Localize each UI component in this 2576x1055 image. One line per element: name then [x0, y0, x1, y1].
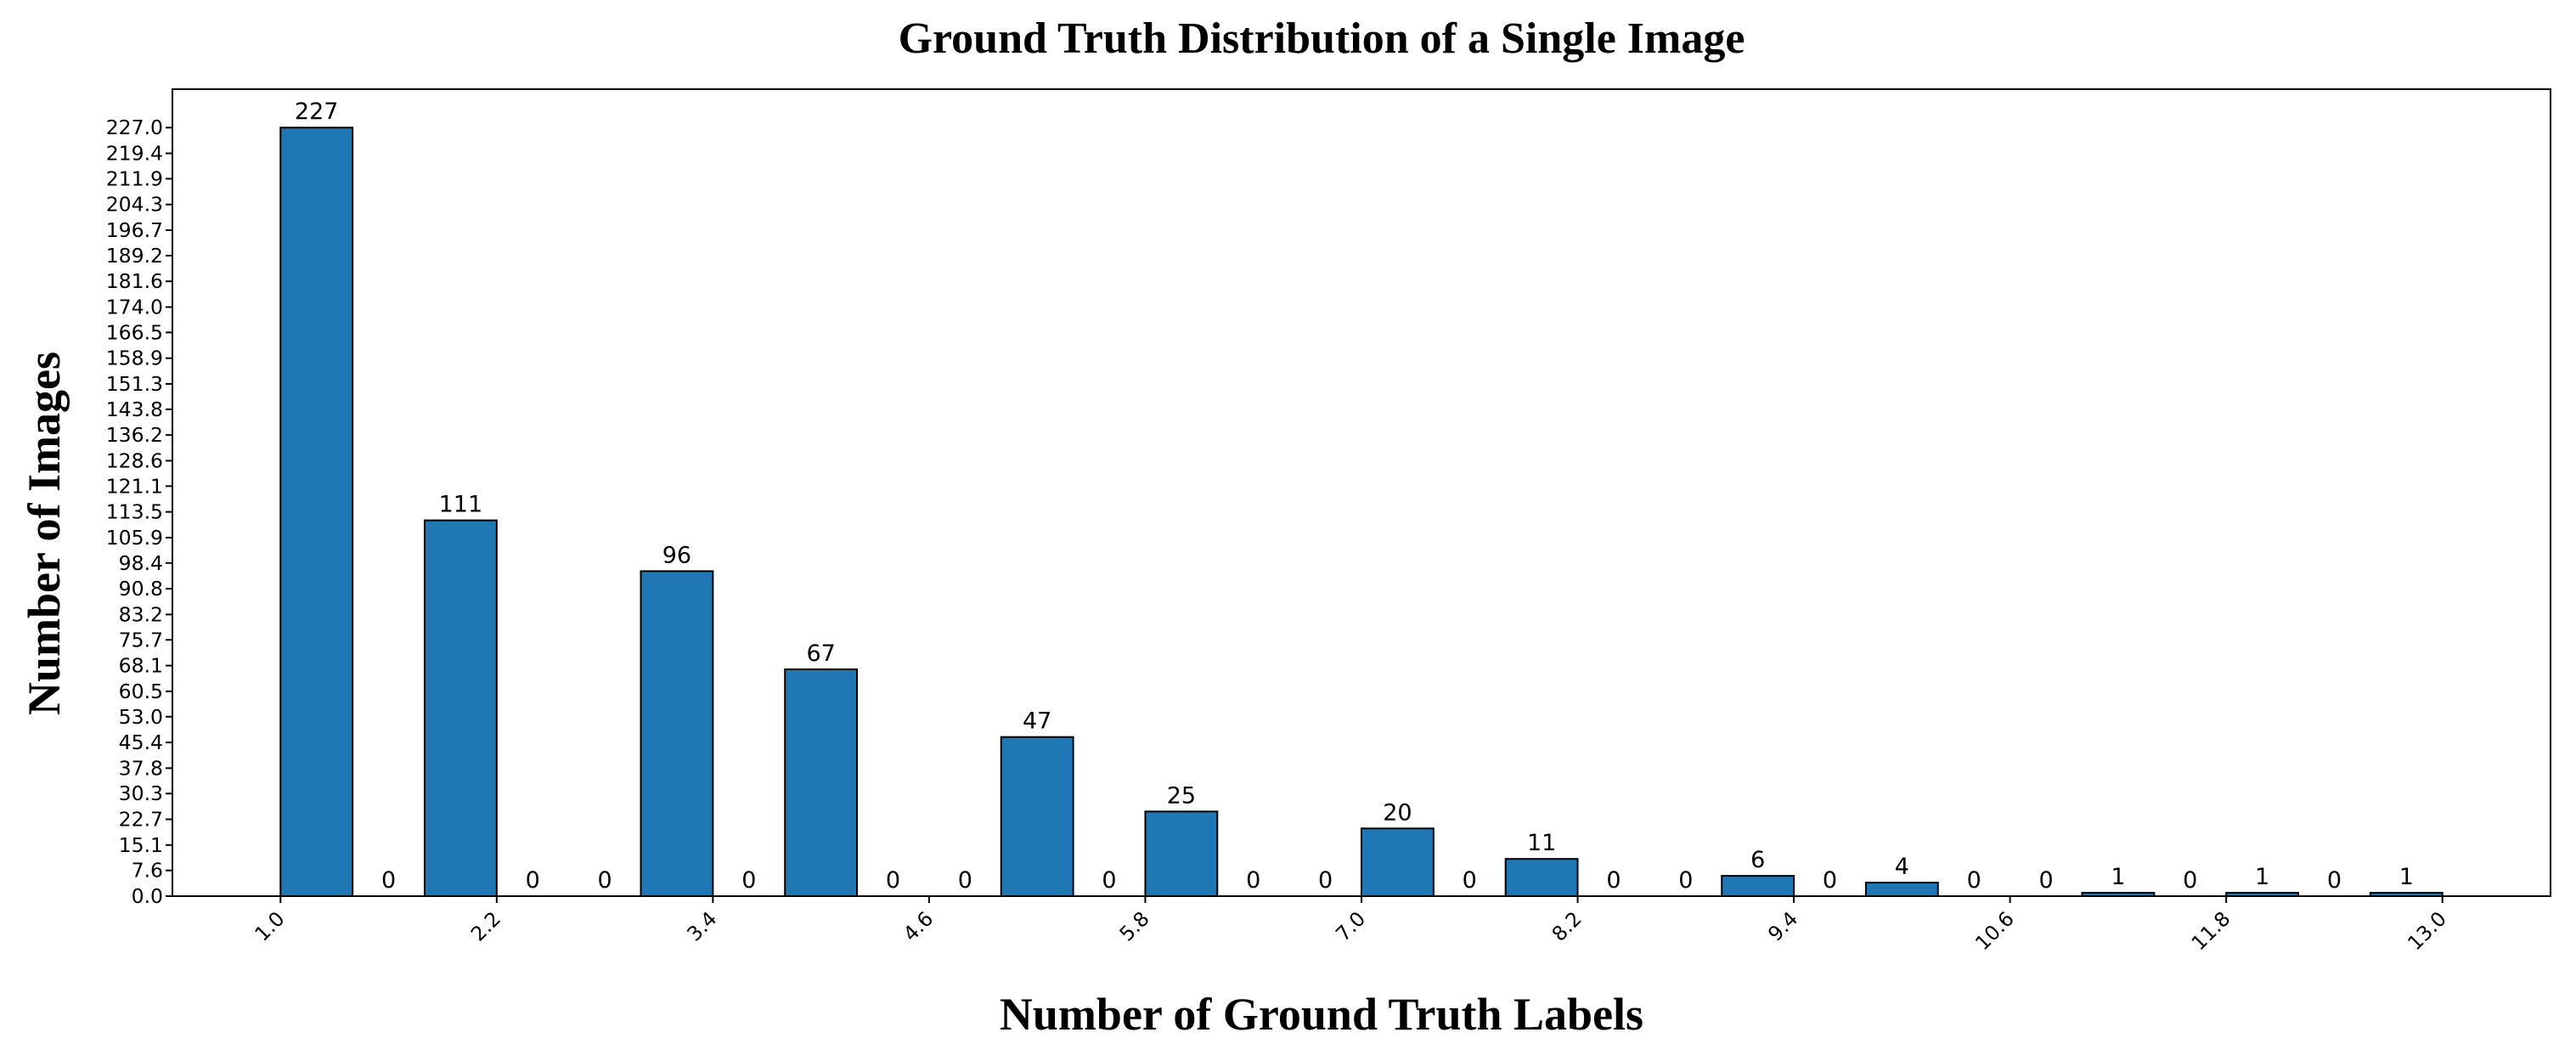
- bar-value-label: 111: [439, 492, 483, 518]
- x-tick-label: 11.8: [2187, 906, 2235, 955]
- bar: [2225, 892, 2300, 898]
- y-tick-label: 143.8: [106, 398, 163, 421]
- bar-value-label: 0: [1606, 867, 1621, 894]
- x-tick-label: 5.8: [1114, 906, 1153, 945]
- bar: [279, 127, 354, 897]
- bar-value-label: 0: [1318, 867, 1333, 894]
- bar-value-label: 6: [1750, 847, 1765, 873]
- bar-value-label: 0: [381, 867, 396, 894]
- x-tick-label: 13.0: [2403, 906, 2451, 955]
- bar-value-label: 0: [2327, 867, 2342, 894]
- y-tick-label: 90.8: [119, 577, 163, 601]
- y-tick-label: 60.5: [119, 680, 163, 703]
- x-tick-label: 3.4: [682, 906, 721, 945]
- x-tick-label: 9.4: [1763, 906, 1802, 945]
- bar: [1144, 810, 1219, 898]
- y-tick-label: 0.0: [132, 884, 163, 908]
- bar: [1361, 827, 1435, 897]
- y-tick-label: 105.9: [106, 526, 163, 550]
- bar-value-label: 0: [526, 867, 540, 894]
- bar: [640, 570, 714, 897]
- bar-value-label: 0: [1678, 867, 1693, 894]
- y-tick-label: 37.8: [119, 756, 163, 780]
- y-tick-label: 181.6: [106, 269, 163, 293]
- bar-value-label: 67: [806, 640, 835, 667]
- plot-area: 0.07.615.122.7 30.337.845.453.060.568.175…: [106, 88, 2551, 955]
- bar: [1504, 858, 1579, 898]
- bar-value-label: 1: [2111, 864, 2125, 890]
- bar: [2081, 892, 2156, 898]
- bar-value-label: 0: [2183, 867, 2197, 894]
- bar-value-label: 0: [886, 867, 900, 894]
- bar: [1000, 736, 1074, 898]
- bar-value-label: 4: [1895, 854, 1909, 880]
- y-tick-label: 83.2: [119, 602, 163, 626]
- y-tick-label: 227.0: [106, 116, 163, 139]
- y-tick-label: 189.2: [106, 244, 163, 268]
- y-tick-label: 113.5: [106, 500, 163, 524]
- y-tick-label: 98.4: [119, 551, 163, 575]
- x-tick-label: 4.6: [899, 906, 938, 945]
- y-tick-label: 219.4: [106, 142, 163, 166]
- bar: [784, 668, 859, 897]
- y-tick-label: 121.1: [106, 474, 163, 498]
- bar-value-label: 1: [2255, 864, 2269, 890]
- y-tick-label: 196.7: [106, 218, 163, 242]
- y-tick-label: 174.0: [106, 295, 163, 319]
- bar: [2369, 892, 2444, 898]
- y-tick-label: 204.3: [106, 193, 163, 217]
- bar-value-label: 0: [958, 867, 972, 894]
- chart-title: Ground Truth Distribution of a Single Im…: [899, 14, 1745, 63]
- y-tick-label: 53.0: [119, 705, 163, 729]
- x-tick-label: 1.0: [250, 906, 289, 945]
- bar-value-label: 0: [1823, 867, 1837, 894]
- y-tick-label: 68.1: [119, 654, 163, 678]
- y-tick-label: 211.9: [106, 166, 163, 190]
- y-axis-label: Number of Images: [19, 352, 70, 715]
- y-tick-label: 158.9: [106, 347, 163, 370]
- bar-value-label: 0: [1967, 867, 1981, 894]
- bar-value-label: 20: [1383, 799, 1412, 826]
- x-tick-label: 8.2: [1547, 906, 1587, 945]
- y-tick-label: 15.1: [119, 833, 163, 857]
- bar: [1864, 882, 1939, 897]
- y-tick-label: 30.3: [119, 781, 163, 805]
- bar-value-label: 0: [741, 867, 756, 894]
- x-tick-label: 2.2: [466, 906, 505, 945]
- bar-value-label: 0: [1463, 867, 1477, 894]
- bar-value-label: 25: [1167, 782, 1196, 809]
- bar-value-label: 0: [1246, 867, 1260, 894]
- y-tick-label: 128.6: [106, 449, 163, 472]
- bar-value-label: 1: [2399, 864, 2414, 890]
- y-tick-label: 22.7: [119, 808, 163, 832]
- bar-value-label: 0: [1102, 867, 1116, 894]
- x-tick-label: 10.6: [1970, 906, 2019, 955]
- y-tick-label: 166.5: [106, 320, 163, 344]
- bar-value-label: 96: [662, 542, 691, 568]
- bar: [1721, 875, 1795, 897]
- y-tick-label: 45.4: [119, 731, 163, 754]
- y-tick-label: 136.2: [106, 423, 163, 447]
- x-axis-label: Number of Ground Truth Labels: [1000, 989, 1643, 1040]
- x-tick-label: 7.0: [1331, 906, 1370, 945]
- y-tick-label: 151.3: [106, 372, 163, 396]
- bar: [423, 519, 498, 897]
- bar-value-label: 0: [2038, 867, 2053, 894]
- bar-value-label: 11: [1527, 830, 1556, 856]
- y-tick-label: 7.6: [132, 859, 163, 883]
- bar-value-label: 47: [1023, 708, 1051, 735]
- y-tick-label: 75.7: [119, 628, 163, 652]
- plot-frame: [172, 88, 2551, 897]
- bar-value-label: 0: [597, 867, 612, 894]
- bar-value-label: 227: [295, 99, 339, 125]
